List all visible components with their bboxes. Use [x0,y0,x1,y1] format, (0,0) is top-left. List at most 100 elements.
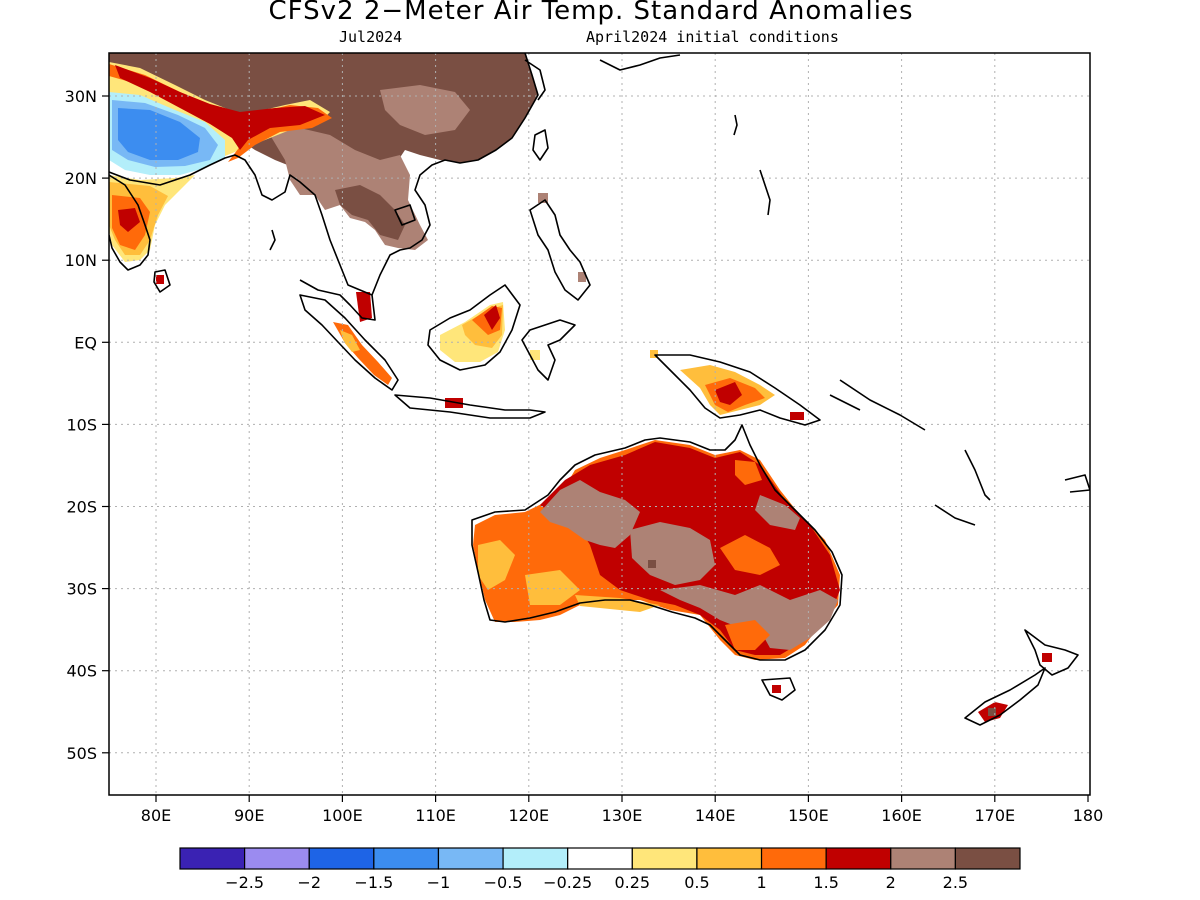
colorbar-label: 2.5 [943,873,968,892]
new-zealand-north-anomaly [1042,653,1052,662]
colorbar-swatch [179,847,246,870]
sri-lanka-anomaly [156,275,164,284]
new-guinea-red [715,382,742,405]
micronesia-coast [759,169,771,216]
lon-tick-label: 80E [141,806,171,825]
colorbar-label: −1 [427,873,451,892]
india-coast [109,174,151,271]
colorbar-label: 2 [886,873,896,892]
colorbar-swatch [373,847,440,870]
mindanao-anomaly [578,272,586,282]
latitude-axis: 30N 20N 10N EQ 10S 20S 30S 40S 50S [65,87,109,763]
longitude-axis: 80E 90E 100E 110E 120E 130E 140E 150E 160E 170E 18… [141,795,1104,825]
india-red [118,208,140,232]
andaman-coast [269,229,276,251]
colorbar-swatch [437,847,504,870]
malaya-anomaly [356,292,372,322]
new-caledonia-coast [934,504,976,526]
lon-tick-label: 90E [234,806,264,825]
philippines-coast [529,199,591,301]
lat-tick-label: 10N [65,251,97,270]
lat-tick-label: 10S [66,415,97,434]
colorbar: −2.5 −2 −1.5 −1 −0.5 −0.25 0.25 0.5 1 1.5 2 2.5 [179,847,1021,892]
sulawesi-coast [521,319,576,381]
australia-west-yellow-2 [525,570,580,605]
new-britain-anomaly [790,412,804,420]
tasmania-anomaly [772,685,781,693]
japan-coast [599,54,681,71]
lon-tick-label: 160E [881,806,922,825]
map-grid [109,53,1090,795]
australia-coast [471,424,843,661]
australia-south-yellow [575,595,660,612]
colorbar-label: −1.5 [354,873,393,892]
lat-tick-label: 20S [66,498,97,517]
solomon-islands-coast [829,379,926,431]
colorbar-swatch [760,847,827,870]
cold-anomaly-core [118,108,200,160]
australia-ne-orange [735,460,762,485]
korea-coast [524,59,546,101]
colorbar-label: 1 [756,873,766,892]
lon-tick-label: 150E [788,806,829,825]
colorbar-label: 0.25 [614,873,650,892]
colorbar-swatch [631,847,698,870]
halmahera-anomaly [650,350,658,358]
new-zealand-north-coast [1024,629,1079,676]
colorbar-swatch [890,847,956,870]
marianas-coast [733,114,738,136]
taiwan-coast [532,129,549,161]
valid-month-label: Jul2024 [339,28,403,46]
colorbar-label: −0.25 [543,873,592,892]
australia-central-2 [630,522,715,585]
new-zealand-south-coast [964,667,1046,726]
colorbar-swatch [502,847,569,870]
australia-southeast-orange [725,620,770,650]
sumatra-yellow [340,330,360,352]
java-coast [394,394,546,419]
colorbar-swatch [308,847,375,870]
colorbar-label: −2.5 [225,873,264,892]
lon-tick-label: 100E [322,806,363,825]
lat-tick-label: 40S [66,662,97,681]
map-title: CFSv2 2−Meter Air Temp. Standard Anomali… [268,0,914,26]
sri-lanka-coast [153,269,171,293]
lon-tick-label: 140E [695,806,736,825]
lat-tick-label: 50S [66,744,97,763]
borneo-coast [427,284,521,371]
colorbar-label: −0.5 [484,873,523,892]
australia-dark-spot [648,560,656,568]
australia-east-orange [720,535,780,575]
map-frame [108,52,1091,796]
hainan-coast [394,204,416,226]
colorbar-label: 1.5 [813,873,838,892]
colorbar-swatch [825,847,892,870]
initial-conditions-label: April2024 initial conditions [586,28,839,46]
himalaya-band-red [115,65,325,150]
new-zealand-dark-spot [988,708,996,716]
lat-tick-label: 30N [65,87,97,106]
lon-tick-label: 120E [508,806,549,825]
lat-tick-label: EQ [74,333,97,352]
new-guinea-coast [654,354,821,426]
indochina-dark-core [335,185,405,240]
colorbar-swatch [696,847,763,870]
australia-central-anomaly [540,480,640,548]
lon-tick-label: 110E [415,806,456,825]
coastlines [109,53,1090,726]
south-china-patch [380,85,470,135]
colorbar-label: −2 [297,873,321,892]
vanuatu-coast [964,449,991,501]
map-content [109,53,1090,795]
lat-tick-label: 30S [66,580,97,599]
borneo-red [484,305,500,330]
asia-coast [109,53,539,321]
lon-tick-label: 130E [602,806,643,825]
tasmania-coast [761,677,796,701]
australia-southeast-brown [660,585,838,650]
lon-tick-label: 180 [1073,806,1104,825]
lon-tick-label: 170E [974,806,1015,825]
lat-tick-label: 20N [65,169,97,188]
sumatra-coast [299,294,399,391]
